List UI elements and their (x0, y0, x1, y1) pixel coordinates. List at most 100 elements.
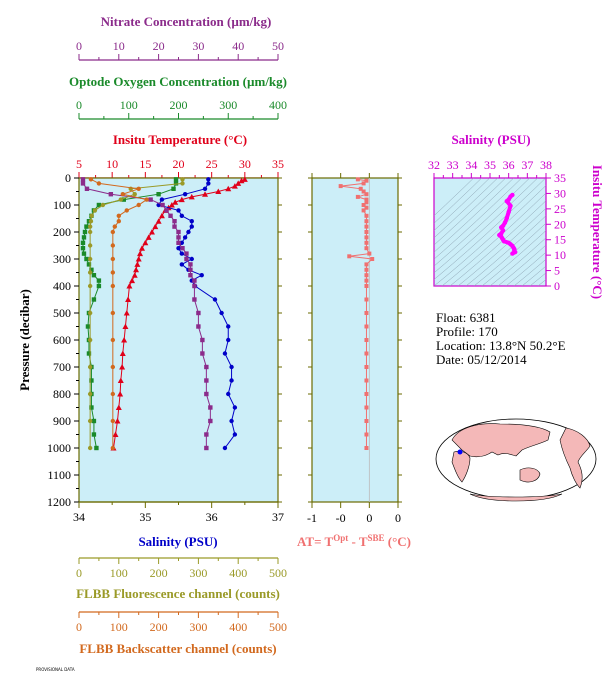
backscatter-data-point (110, 337, 116, 343)
delta-title-sup-opt: Opt (333, 533, 348, 543)
delta-data-point (364, 378, 369, 383)
nitrate-data-point (176, 240, 181, 245)
temperature-data-point (121, 337, 128, 343)
fluorescence-data-point (88, 219, 94, 224)
ts-y-tick-label: 5 (554, 264, 560, 278)
ts-data-point (510, 251, 515, 256)
float-label: Float: 6381 (436, 310, 496, 325)
delta-data-point (364, 432, 369, 437)
temperature-data-point (238, 177, 245, 184)
oxygen-data-point (81, 251, 87, 256)
temperature-data-point (131, 272, 138, 278)
salinity-data-point (186, 229, 191, 235)
delta-data-point (364, 213, 369, 218)
temperature-data-point (231, 183, 238, 189)
oxygen-data-point (89, 378, 94, 383)
nitrate-tick-label: 50 (272, 39, 284, 53)
salinity-axis-title: Salinity (PSU) (138, 534, 217, 549)
ts-x-tick-label: 33 (447, 158, 459, 172)
float-location-marker (457, 449, 463, 455)
oxygen-data-point (171, 186, 176, 191)
salinity-data-point (179, 213, 185, 218)
pressure-tick-label: 700 (53, 360, 71, 374)
temperature-data-point (137, 250, 144, 257)
delta-axis-title: AT= TOpt - TSBE (°C) (297, 533, 411, 549)
temperature-data-point (148, 229, 155, 235)
fluorescence-data-point (87, 445, 93, 451)
density-contour (505, 251, 546, 286)
pressure-tick-label: 900 (53, 414, 71, 428)
delta-data-point (364, 273, 369, 278)
backscatter-data-point (124, 208, 129, 213)
nitrate-tick-label: 10 (113, 39, 125, 53)
fluorescence-data-point (87, 224, 93, 229)
density-contour (473, 222, 546, 286)
delta-data-point (364, 351, 369, 356)
map-land-australia (519, 467, 541, 483)
delta-data-point (364, 392, 369, 396)
pressure-tick-label: 1000 (47, 441, 71, 455)
ts-data-point (508, 203, 513, 208)
salinity-data-point (222, 351, 228, 356)
fluorescence-tick-label: 200 (150, 566, 168, 580)
delta-plot-area (311, 177, 399, 503)
pressure-tick-label: 800 (53, 387, 71, 401)
backscatter-axis-title: FLBB Backscatter channel (counts) (79, 641, 276, 656)
temperature-data-point (125, 296, 132, 302)
pressure-tick-label: 600 (53, 333, 71, 347)
oxygen-data-point (85, 324, 91, 329)
fluorescence-axis-title: FLBB Fluorescence channel (counts) (76, 586, 280, 601)
delta-data-point (364, 230, 369, 234)
density-contour (513, 258, 546, 286)
density-contour (497, 244, 546, 286)
delta-data-point (361, 181, 366, 186)
nitrate-data-point (184, 256, 189, 262)
nitrate-data-point (204, 378, 209, 383)
ts-plot-area (433, 177, 547, 287)
backscatter-data-point (116, 213, 122, 218)
pressure-tick-label: 100 (53, 198, 71, 212)
pressure-tick-label: 200 (53, 225, 71, 239)
backscatter-data-point (110, 243, 116, 248)
fluorescence-tick-label: 100 (110, 566, 128, 580)
temperature-data-point (152, 223, 159, 230)
delta-data-point (358, 186, 363, 191)
temperature-data-point (225, 185, 232, 192)
delta-data-point (364, 324, 369, 329)
ts-y-tick-label: 15 (554, 233, 566, 247)
density-contour (434, 178, 531, 267)
pressure-tick-label: 500 (53, 306, 71, 320)
density-contour (434, 178, 499, 239)
ts-x-tick-label: 37 (521, 158, 533, 172)
nitrate-data-point (172, 224, 177, 229)
temperature-tick-label: 20 (173, 157, 185, 171)
oxygen-axis-title: Optode Oxygen Concentration (µm/kg) (69, 74, 287, 89)
density-contour (481, 230, 546, 286)
backscatter-data-point (96, 181, 102, 186)
salinity-tick-label: 34 (73, 510, 85, 524)
temperature-tick-label: 25 (206, 157, 218, 171)
temperature-data-point (133, 266, 140, 273)
fluorescence-tick-label: 0 (76, 566, 82, 580)
temperature-data-point (123, 310, 130, 316)
oxygen-tick-label: 400 (269, 98, 287, 112)
ts-x-tick-label: 32 (428, 158, 440, 172)
temperature-data-point (135, 256, 142, 262)
backscatter-tick-label: 300 (189, 620, 207, 634)
fluorescence-tick-label: 400 (229, 566, 247, 580)
density-contour (610, 168, 616, 286)
density-contour (457, 207, 546, 286)
nitrate-data-point (192, 297, 197, 302)
nitrate-data-point (208, 405, 213, 410)
oxygen-data-point (94, 445, 99, 451)
delta-x-tick-label: -1 (307, 511, 317, 525)
temperature-data-point (178, 196, 185, 203)
backscatter-data-point (110, 418, 116, 424)
temperature-data-point (158, 212, 165, 219)
delta-title-part-2: - T (348, 534, 368, 549)
fluorescence-data-point (87, 270, 93, 275)
temperature-data-point (202, 191, 209, 197)
temperature-data-point (112, 431, 119, 437)
ts-y-tick-label: 10 (554, 248, 566, 262)
salinity-data-point (159, 197, 165, 202)
